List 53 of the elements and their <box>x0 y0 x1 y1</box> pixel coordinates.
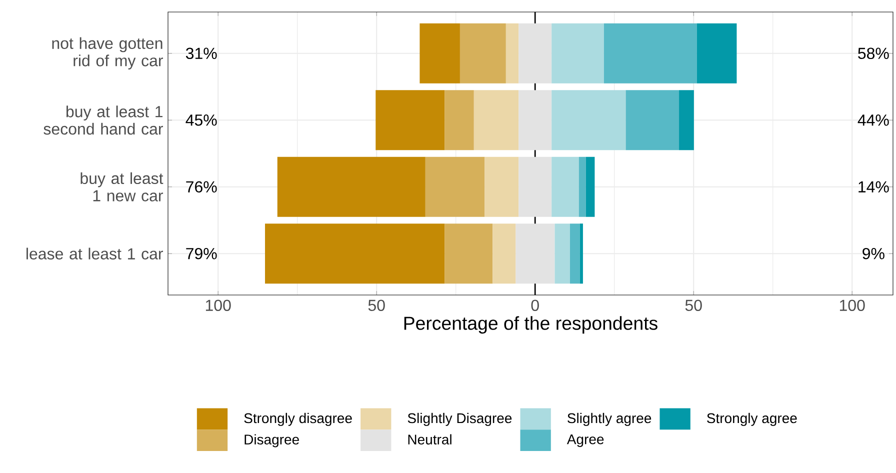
bar <box>578 156 586 217</box>
bar <box>552 156 579 217</box>
bar <box>425 156 485 217</box>
x-axis-title: Percentage of the respondents <box>404 316 658 334</box>
bar <box>604 23 697 84</box>
y-tick-label: not have gotten rid of my car <box>52 37 164 70</box>
legend-label: Slightly agree <box>568 412 652 426</box>
legend-label: Neutral <box>408 434 452 445</box>
legend-label: Slightly Disagree <box>408 412 512 426</box>
bar <box>586 156 595 217</box>
bar <box>518 90 552 150</box>
bar <box>518 23 552 84</box>
annotation: 45% <box>186 114 217 126</box>
annotation: 58% <box>858 48 889 60</box>
annotation: 31% <box>186 48 217 60</box>
annotation: 79% <box>186 248 217 260</box>
bar <box>444 224 493 284</box>
bar <box>492 224 516 284</box>
bar <box>265 224 445 284</box>
legend-label: Strongly agree <box>707 412 797 426</box>
y-tick-label: buy at least 1 second hand car <box>44 106 163 135</box>
bar <box>484 156 519 217</box>
bar <box>474 90 519 150</box>
bar <box>552 23 604 84</box>
y-tick-label: lease at least 1 car <box>26 248 164 260</box>
annotation: 14% <box>858 181 889 192</box>
bar <box>552 90 626 150</box>
legend-label: Strongly disagree <box>244 412 352 426</box>
x-tick-label: 50 <box>685 300 702 312</box>
annotation: 76% <box>186 181 217 193</box>
bar <box>460 23 506 84</box>
x-tick-label: 100 <box>206 300 231 312</box>
legend-label: Agree <box>566 434 604 448</box>
x-tick-label: 0 <box>531 300 539 312</box>
bar <box>516 224 555 284</box>
bar <box>696 23 737 84</box>
y-tick-label: buy at least 1 new car <box>80 172 164 202</box>
bar <box>376 90 445 150</box>
bar <box>444 90 474 150</box>
bar <box>506 23 519 84</box>
bar <box>679 90 694 150</box>
bar <box>554 224 570 284</box>
annotation: 9% <box>862 248 884 260</box>
x-tick-label: 100 <box>840 300 865 312</box>
bar <box>626 90 680 150</box>
bar <box>580 224 583 284</box>
legend-label: Disagree <box>244 434 299 448</box>
bar <box>420 23 460 84</box>
annotation: 44% <box>858 114 889 126</box>
x-tick-label: 50 <box>368 300 385 312</box>
bar <box>277 156 426 217</box>
bar <box>570 224 580 284</box>
bar <box>518 156 552 217</box>
